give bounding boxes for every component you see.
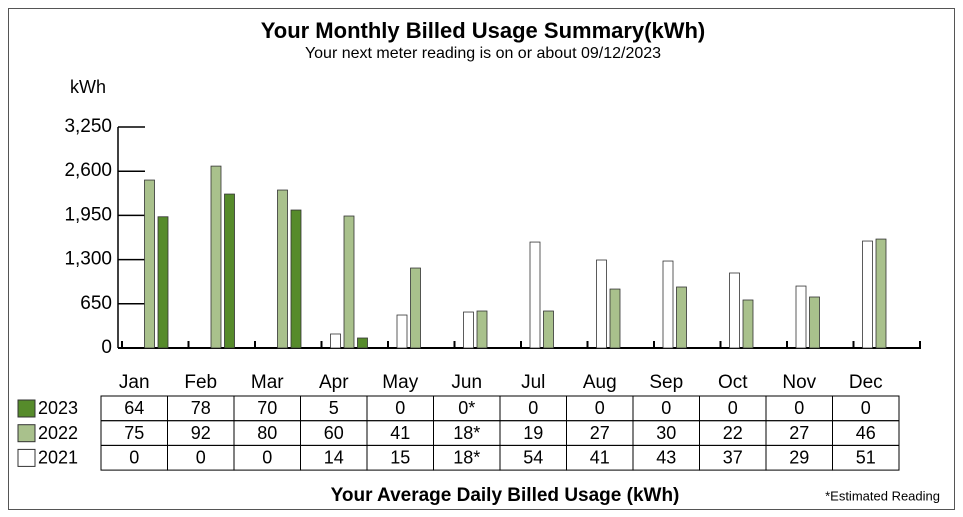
table-cell [832, 444, 900, 471]
bar [596, 259, 607, 349]
bar [290, 209, 302, 349]
x-tick-label: Mar [251, 372, 284, 393]
x-tick-label: Jan [119, 372, 150, 393]
table-value: 30 [656, 423, 676, 443]
table-value: 22 [723, 423, 743, 443]
table-value: 0 [728, 398, 738, 418]
x-tick-label: Feb [184, 372, 217, 393]
table-value: 54 [523, 448, 543, 468]
table-value: 0 [262, 448, 272, 468]
legend-label: 2023 [38, 398, 78, 418]
bar [357, 337, 368, 349]
bar [862, 240, 873, 349]
bar [396, 314, 408, 349]
table-value: 92 [191, 423, 211, 443]
table-value: 0* [458, 398, 475, 418]
table-value: 41 [390, 423, 410, 443]
table-value: 0 [661, 398, 671, 418]
table-value: 46 [856, 423, 876, 443]
bar [795, 285, 807, 349]
bar [410, 267, 421, 349]
bar [463, 311, 474, 349]
x-tick-label: Oct [718, 372, 748, 393]
bar [529, 241, 541, 349]
y-tick-label: 650 [80, 293, 112, 314]
table-value: 18* [453, 448, 480, 468]
table-value: 14 [324, 448, 344, 468]
table-value: 64 [124, 398, 144, 418]
table-value: 0 [595, 398, 605, 418]
bar [809, 296, 820, 349]
bar [343, 215, 355, 349]
y-axis-label: kWh [70, 77, 106, 97]
bar [729, 272, 740, 349]
table-value: 80 [257, 423, 277, 443]
table-value: 75 [124, 423, 144, 443]
bar [144, 179, 155, 349]
bar [224, 193, 235, 349]
x-tick-label: Sep [649, 372, 683, 393]
table-value: 0 [395, 398, 405, 418]
legend-swatch [17, 424, 36, 443]
x-tick-label: Nov [782, 372, 816, 393]
table-value: 51 [856, 448, 876, 468]
table-value: 15 [390, 448, 410, 468]
chart-title: Your Monthly Billed Usage Summary(kWh) [261, 18, 706, 43]
bar [676, 286, 687, 349]
legend-swatch [17, 448, 36, 467]
legend-label: 2022 [38, 423, 78, 443]
y-tick-label: 2,600 [64, 160, 112, 181]
table-value: 78 [191, 398, 211, 418]
bar [662, 260, 674, 349]
table-value: 70 [257, 398, 277, 418]
table-value: 37 [723, 448, 743, 468]
table-value: 0 [794, 398, 804, 418]
x-tick-label: Apr [319, 372, 349, 393]
table-value: 0 [196, 448, 206, 468]
table-value: 0 [528, 398, 538, 418]
table-value: 19 [523, 423, 543, 443]
table-value: 27 [789, 423, 809, 443]
table-value: 5 [329, 398, 339, 418]
bar [742, 299, 754, 349]
table-value: 60 [324, 423, 344, 443]
x-tick-label: Aug [583, 372, 617, 393]
bar [210, 165, 222, 349]
table-value: 0 [129, 448, 139, 468]
y-tick-label: 1,300 [64, 249, 112, 270]
bar [157, 216, 169, 349]
legend-label: 2021 [38, 448, 78, 468]
table-value: 18* [453, 423, 480, 443]
bar [277, 189, 288, 349]
legend-swatch [17, 399, 36, 418]
bar [609, 288, 621, 349]
table-value: 29 [789, 448, 809, 468]
chart-subtitle: Your next meter reading is on or about 0… [305, 45, 661, 62]
y-tick-label: 3,250 [64, 116, 112, 137]
bar [476, 310, 488, 349]
bar [543, 310, 554, 349]
x-tick-label: Dec [849, 372, 883, 393]
x-tick-label: Jun [451, 372, 482, 393]
table-value: 27 [590, 423, 610, 443]
y-tick-label: 0 [101, 337, 112, 358]
x-tick-label: May [382, 372, 418, 393]
bar [330, 333, 341, 349]
table-value: 41 [590, 448, 610, 468]
table-value: 43 [656, 448, 676, 468]
table-title: Your Average Daily Billed Usage (kWh) [331, 485, 680, 506]
x-tick-label: Jul [521, 372, 545, 393]
bar [875, 238, 887, 349]
table-value: 0 [861, 398, 871, 418]
note: *Estimated Reading [825, 488, 940, 503]
y-tick-label: 1,950 [64, 204, 112, 225]
